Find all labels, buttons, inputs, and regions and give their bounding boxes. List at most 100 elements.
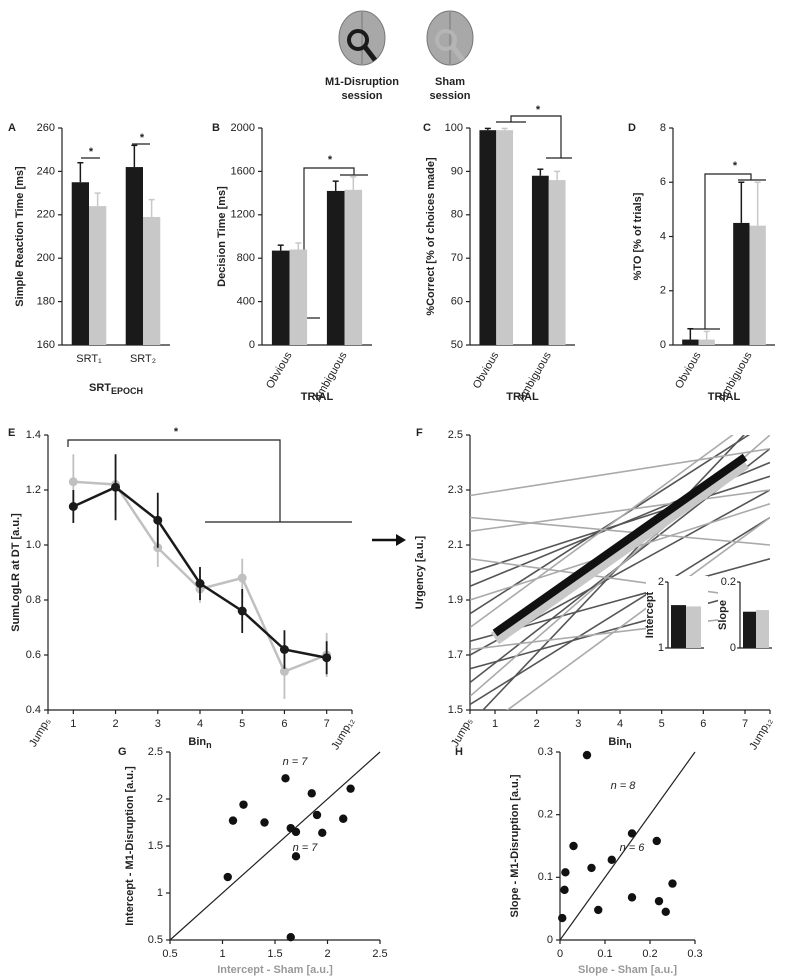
x-axis-label-sub: EPOCH: [111, 386, 143, 396]
magnifier-lens: [435, 29, 457, 51]
identity-line: [169, 751, 381, 941]
point: [582, 750, 592, 760]
point: [594, 905, 603, 915]
x-tick-label: 3: [155, 718, 161, 730]
y-axis-label: Intercept - M1-Disruption [a.u.]: [124, 766, 136, 926]
x-axis-label-main: TRIAL: [301, 391, 334, 403]
inset-bar: [743, 611, 756, 648]
x-tick-label: SRT₂: [130, 353, 156, 365]
y-tick-label: 220: [37, 209, 55, 221]
x-tick-label: Jump₁₂: [747, 716, 775, 752]
point: [339, 814, 348, 823]
y-tick-label: 180: [37, 296, 55, 308]
legend-label: M1-Disruption: [325, 76, 399, 88]
x-axis-label-main: Bin: [608, 736, 626, 748]
y-tick-label: 0.5: [148, 934, 163, 946]
x-tick-label: 4: [617, 718, 623, 730]
x-tick-label: 0.5: [162, 948, 177, 960]
x-axis-label-main: Slope - Sham [a.u.]: [578, 964, 677, 976]
inset-bar: [671, 605, 686, 648]
point: [279, 645, 289, 654]
panel-letter: G: [118, 746, 127, 758]
subject-line: [470, 516, 770, 546]
y-tick-label: 60: [451, 296, 463, 308]
x-axis-label: TRIAL: [708, 391, 741, 403]
bar: [271, 250, 290, 345]
y-tick-label: 2.5: [148, 746, 163, 758]
identity-line: [559, 751, 696, 941]
annotation: *: [328, 154, 333, 166]
x-tick-label: 1: [219, 948, 225, 960]
x-tick-label: Jump₁₂: [329, 716, 357, 752]
x-tick-label: 6: [281, 718, 287, 730]
y-axis-label: Urgency [a.u.]: [414, 535, 426, 609]
annotation: *: [536, 104, 541, 116]
point: [318, 828, 327, 838]
y-tick-label: 1.0: [26, 539, 41, 551]
bar: [326, 190, 345, 345]
x-axis-label: Intercept - Sham [a.u.]: [217, 964, 333, 976]
significance-bracket: [510, 115, 562, 158]
legend-label: session: [342, 90, 383, 102]
point: [627, 893, 637, 902]
annotation: *: [89, 146, 94, 158]
x-tick-label: 1: [492, 718, 498, 730]
point: [668, 879, 677, 888]
magnifier-handle: [363, 45, 377, 62]
x-tick-label: 2: [324, 948, 330, 960]
x-axis-label-sub: n: [626, 740, 632, 750]
point: [223, 872, 232, 882]
y-tick-label: 0.8: [26, 594, 41, 606]
y-axis-label: %TO [% of trials]: [632, 192, 644, 280]
x-tick-label: 1.5: [267, 948, 282, 960]
y-tick-label: 0: [660, 339, 666, 351]
x-tick-label: SRT₁: [76, 353, 102, 365]
magnifier-handle: [451, 45, 465, 62]
x-tick-label: 2: [112, 718, 118, 730]
inset-bar: [756, 610, 769, 648]
annotation: n = 7: [283, 756, 309, 768]
bar: [125, 167, 143, 345]
x-tick-label: 2: [534, 718, 540, 730]
panel-letter: B: [212, 122, 220, 134]
legend-label: Sham: [435, 76, 465, 88]
bar: [143, 216, 161, 345]
y-tick-label: 0.1: [538, 871, 553, 883]
bar: [531, 175, 549, 345]
point: [239, 800, 248, 809]
x-tick-label: 4: [197, 718, 203, 730]
y-axis-label: Decision Time [ms]: [216, 186, 228, 287]
y-tick-label: 100: [445, 122, 463, 134]
y-tick-label: 2.3: [448, 484, 463, 496]
point: [587, 863, 596, 873]
significance-bracket: [704, 173, 752, 329]
panel-letter: H: [455, 746, 463, 758]
y-tick-label: 0.6: [26, 649, 41, 661]
x-axis-label-main: TRIAL: [506, 391, 539, 403]
point: [661, 907, 670, 916]
plot-area: [470, 435, 770, 710]
bar: [698, 339, 715, 345]
mean-line: [492, 453, 748, 637]
y-axis-label: Simple Reaction Time [ms]: [14, 166, 26, 307]
x-tick-label: 7: [324, 718, 330, 730]
y-tick-label: 160: [37, 339, 55, 351]
arrow-head: [396, 534, 406, 546]
point: [291, 827, 301, 837]
subject-line: [470, 435, 734, 629]
panel-letter: A: [8, 122, 16, 134]
significance-bracket: [67, 439, 281, 522]
panel-letter: D: [628, 122, 636, 134]
point: [312, 810, 322, 820]
point: [307, 789, 316, 798]
point: [569, 841, 578, 851]
x-tick-label: Jump₅: [449, 716, 475, 749]
annotation: n = 7: [293, 842, 319, 854]
bar: [749, 225, 766, 345]
y-tick-label: 800: [237, 252, 255, 264]
bar: [496, 130, 514, 345]
y-tick-label: 1.5: [148, 840, 163, 852]
bar: [344, 189, 363, 345]
x-tick-label: 0.3: [687, 948, 702, 960]
